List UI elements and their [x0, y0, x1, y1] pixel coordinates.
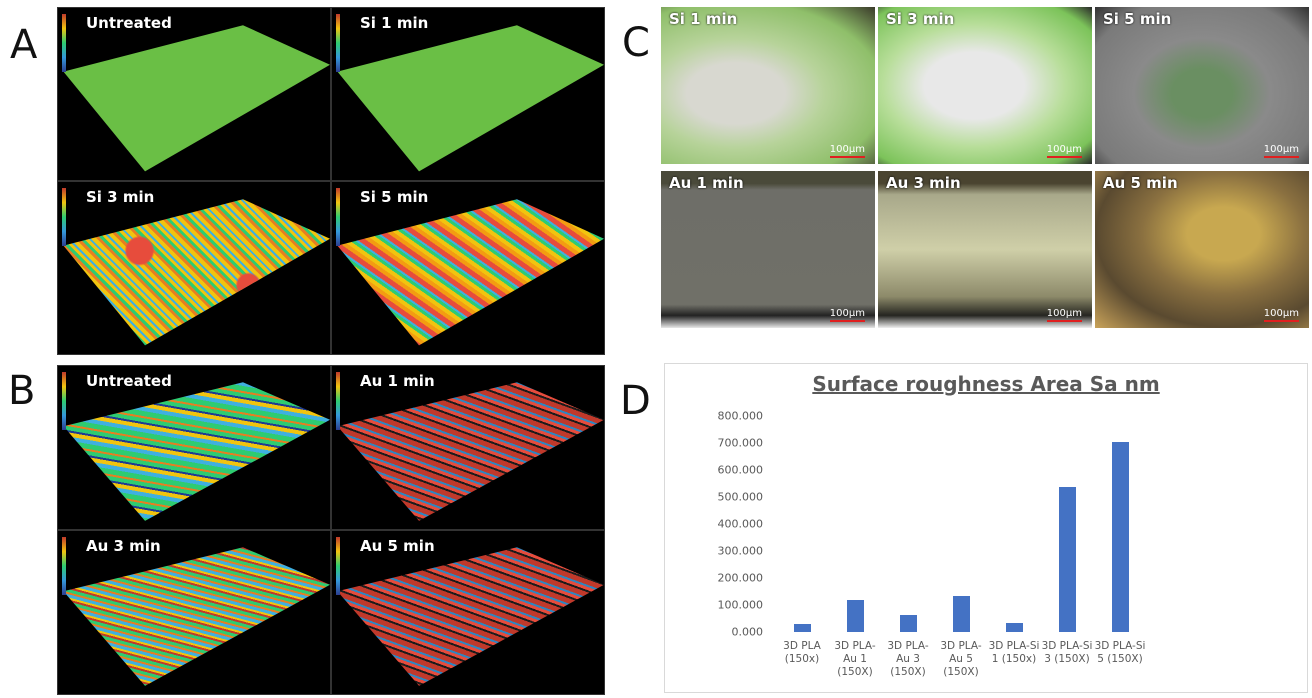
- x-tick-label: 3D PLA-Si 3 (150X): [1040, 640, 1094, 666]
- scale-bar-label: 100µm: [830, 308, 865, 319]
- scale-bar: 100µm: [1047, 144, 1082, 158]
- surface-tile: Si 1 min: [331, 7, 605, 181]
- scale-bar-line: [1047, 320, 1082, 322]
- y-tick-label: 500.000: [703, 491, 763, 504]
- surface-render: [332, 531, 604, 694]
- y-tick-label: 100.000: [703, 599, 763, 612]
- bar: [953, 596, 970, 632]
- color-bar: [336, 372, 340, 430]
- scale-bar-label: 100µm: [1047, 144, 1082, 155]
- color-bar: [336, 537, 340, 595]
- surface-tile: Untreated: [57, 7, 331, 181]
- panel-letter: C: [622, 20, 650, 66]
- tile-title: Si 3 min: [886, 10, 954, 28]
- micrograph-tile: Au 3 min 100µm: [878, 171, 1092, 328]
- bar: [847, 600, 864, 632]
- y-tick-label: 800.000: [703, 410, 763, 423]
- y-tick-label: 700.000: [703, 437, 763, 450]
- surface-tile: Si 3 min: [57, 181, 331, 355]
- color-bar: [62, 188, 66, 246]
- x-tick-label: 3D PLA-Si 5 (150X): [1093, 640, 1147, 666]
- tile-title: Si 3 min: [86, 188, 154, 206]
- micrograph-tile: Si 3 min 100µm: [878, 7, 1092, 164]
- tile-title: Au 3 min: [86, 537, 161, 555]
- chart-title: Surface roughness Area Sa nm: [665, 372, 1307, 396]
- scale-bar-line: [1047, 156, 1082, 158]
- tile-title: Untreated: [86, 14, 172, 32]
- scale-bar-label: 100µm: [1264, 308, 1299, 319]
- y-tick-label: 300.000: [703, 545, 763, 558]
- tile-title: Si 5 min: [1103, 10, 1171, 28]
- panel-letter: D: [620, 378, 651, 424]
- tile-title: Untreated: [86, 372, 172, 390]
- bar: [900, 615, 917, 632]
- x-tick-label: 3D PLA-Au 3 (150X): [881, 640, 935, 679]
- color-bar: [336, 14, 340, 72]
- tile-title: Si 1 min: [669, 10, 737, 28]
- scale-bar: 100µm: [1047, 308, 1082, 322]
- surface-tile: Au 1 min: [331, 365, 605, 530]
- micrograph-tile: Si 1 min 100µm: [661, 7, 875, 164]
- surface-tile: Au 3 min: [57, 530, 331, 695]
- surface-render: [58, 8, 330, 180]
- tile-title: Si 5 min: [360, 188, 428, 206]
- micrograph-tile: Au 5 min 100µm: [1095, 171, 1309, 328]
- x-tick-label: 3D PLA (150x): [775, 640, 829, 666]
- bar: [1112, 442, 1129, 632]
- tile-title: Au 1 min: [360, 372, 435, 390]
- micrograph-tile: Au 1 min 100µm: [661, 171, 875, 328]
- chart: Surface roughness Area Sa nm 0.000 100.000…: [664, 363, 1308, 693]
- x-tick-label: 3D PLA-Si 1 (150x): [987, 640, 1041, 666]
- scale-bar: 100µm: [830, 308, 865, 322]
- surface-render: [58, 182, 330, 354]
- y-tick-label: 600.000: [703, 464, 763, 477]
- surface-tile: Au 5 min: [331, 530, 605, 695]
- surface-render: [58, 366, 330, 529]
- scale-bar-line: [1264, 320, 1299, 322]
- scale-bar: 100µm: [1264, 308, 1299, 322]
- tile-title: Au 5 min: [1103, 174, 1178, 192]
- tile-title: Au 5 min: [360, 537, 435, 555]
- surface-render: [332, 182, 604, 354]
- surface-tile: Si 5 min: [331, 181, 605, 355]
- scale-bar-label: 100µm: [1047, 308, 1082, 319]
- panel-letter: B: [8, 368, 35, 414]
- bar: [1006, 623, 1023, 632]
- figure: {"panels": [ {"label": "A", "tiles": ["U…: [0, 0, 1312, 698]
- scale-bar: 100µm: [830, 144, 865, 158]
- scale-bar: 100µm: [1264, 144, 1299, 158]
- color-bar: [62, 14, 66, 72]
- y-tick-label: 200.000: [703, 572, 763, 585]
- scale-bar-line: [830, 320, 865, 322]
- bar: [1059, 487, 1076, 632]
- bar: [794, 624, 811, 632]
- y-tick-label: 400.000: [703, 518, 763, 531]
- x-tick-label: 3D PLA-Au 1 (150X): [828, 640, 882, 679]
- color-bar: [62, 537, 66, 595]
- tile-title: Au 3 min: [886, 174, 961, 192]
- surface-tile: Untreated: [57, 365, 331, 530]
- y-tick-label: 0.000: [703, 626, 763, 639]
- scale-bar-line: [830, 156, 865, 158]
- tile-title: Au 1 min: [669, 174, 744, 192]
- color-bar: [336, 188, 340, 246]
- scale-bar-label: 100µm: [830, 144, 865, 155]
- tile-title: Si 1 min: [360, 14, 428, 32]
- x-tick-label: 3D PLA-Au 5 (150X): [934, 640, 988, 679]
- panel-letter: A: [10, 22, 37, 68]
- scale-bar-line: [1264, 156, 1299, 158]
- surface-render: [58, 531, 330, 694]
- scale-bar-label: 100µm: [1264, 144, 1299, 155]
- surface-render: [332, 8, 604, 180]
- surface-render: [332, 366, 604, 529]
- micrograph-tile: Si 5 min 100µm: [1095, 7, 1309, 164]
- color-bar: [62, 372, 66, 430]
